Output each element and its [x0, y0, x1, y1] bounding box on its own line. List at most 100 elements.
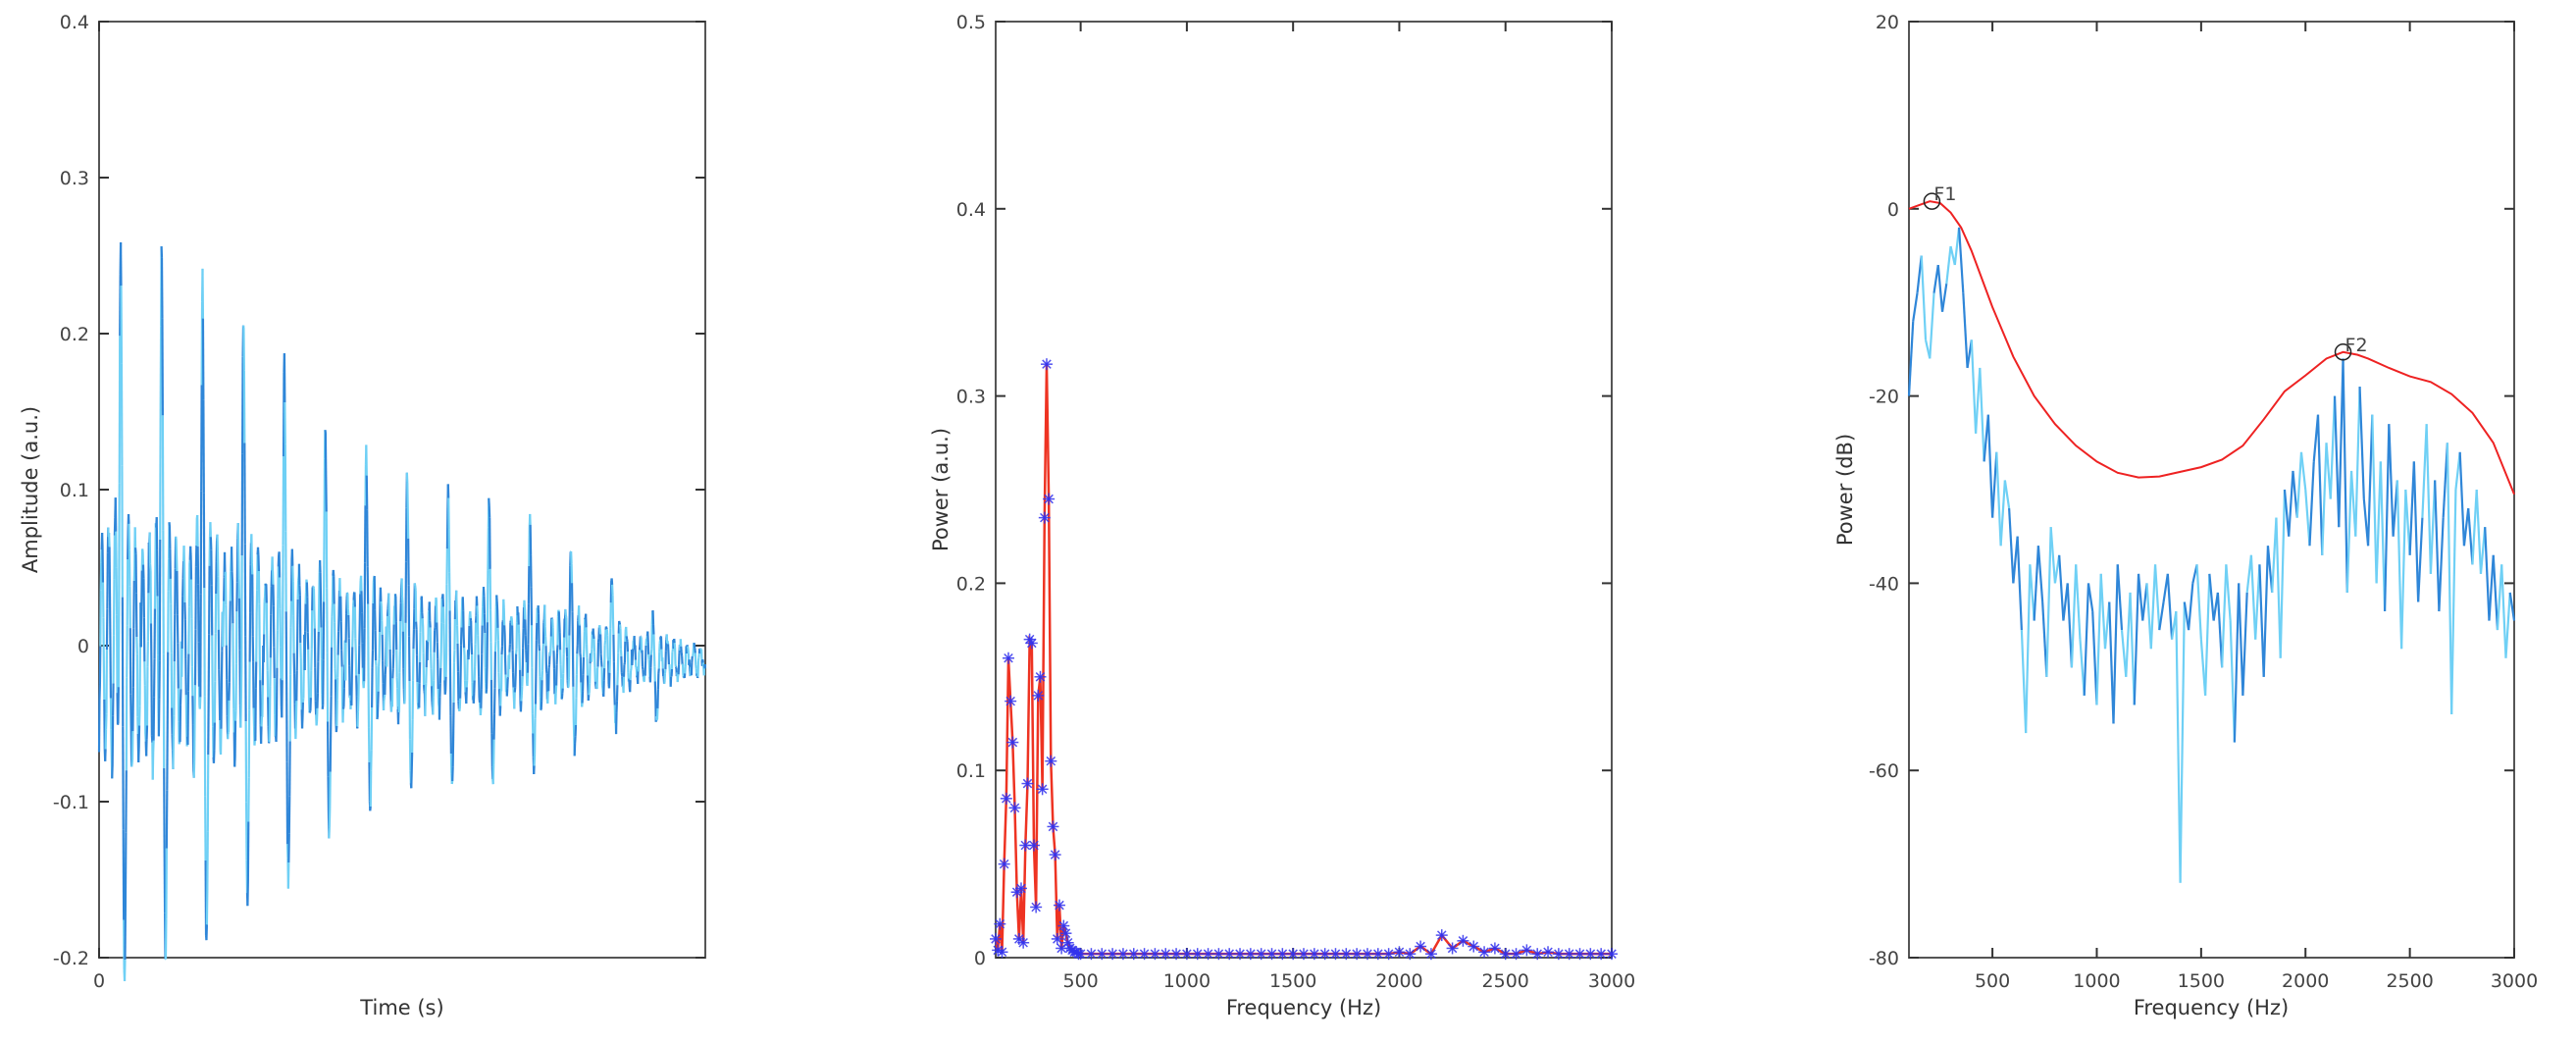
spectrum-segment — [2400, 489, 2407, 650]
spectrum-segment — [2279, 489, 2287, 658]
spectrum-segment — [2412, 461, 2420, 602]
spectrum-segment — [2083, 583, 2090, 696]
spectrum-segment — [1940, 283, 1948, 312]
spectrum-segment — [2404, 489, 2411, 555]
y-axis-label: Amplitude (a.u.) — [19, 406, 42, 573]
x-tick-label: 2500 — [1482, 970, 1529, 992]
spectrum-segment — [2249, 554, 2257, 640]
spectrum-segment — [2375, 461, 2382, 584]
asterisk-marker — [1021, 777, 1034, 790]
spectrum-segment — [1929, 292, 1935, 359]
spectrum-segment — [1945, 245, 1952, 285]
spectrum-segment — [2462, 507, 2470, 547]
asterisk-marker — [1008, 802, 1021, 814]
x-tick-label: 2000 — [1375, 970, 1422, 992]
spectrum-segment — [2371, 414, 2378, 584]
spectrum-segment — [2025, 564, 2032, 734]
spectrum-segment — [2417, 517, 2424, 602]
y-tick-label: 0.3 — [60, 168, 89, 189]
spectrum-segment — [2204, 573, 2211, 696]
asterisk-marker — [1014, 882, 1027, 895]
asterisk-marker — [1191, 948, 1204, 961]
envelope-line — [1908, 200, 2515, 496]
y-tick-label: 0.1 — [956, 760, 986, 782]
x-tick-label: 1000 — [1163, 970, 1211, 992]
asterisk-marker — [1415, 940, 1427, 953]
asterisk-marker — [1005, 695, 1017, 707]
asterisk-marker — [1025, 637, 1038, 650]
spectrum-segment — [2188, 583, 2194, 631]
spectrum-segment — [1907, 321, 1915, 396]
asterisk-marker — [1096, 948, 1108, 961]
y-tick-label: -0.2 — [53, 948, 89, 969]
plot-frame — [1908, 21, 2515, 959]
y-axis-label: Power (a.u.) — [929, 428, 953, 551]
spectrum-segment — [2029, 564, 2035, 621]
spectrum-segment — [2258, 564, 2265, 677]
asterisk-marker — [1552, 948, 1565, 961]
x-axis-label: Frequency (Hz) — [2134, 996, 2289, 1019]
asterisk-marker — [1047, 820, 1059, 833]
spectrum-segment — [2508, 592, 2516, 621]
spectrum-segment — [2070, 564, 2078, 668]
asterisk-marker — [1351, 948, 1364, 961]
asterisk-marker — [1371, 948, 1384, 961]
spectrum-segment — [2195, 564, 2202, 640]
spectrum-segment — [2275, 517, 2282, 658]
asterisk-marker — [1340, 948, 1353, 961]
spectrum-segment — [2488, 554, 2495, 621]
spectrum-segment — [2492, 554, 2499, 631]
spectrum-segment — [2292, 470, 2298, 518]
spectrum-segment — [2295, 451, 2303, 518]
spectrum-segment — [2208, 573, 2215, 621]
spectrum-segment — [1936, 264, 1944, 312]
asterisk-marker — [1287, 948, 1300, 961]
asterisk-marker — [990, 932, 1002, 945]
asterisk-marker — [1212, 948, 1225, 961]
spectrum-segment — [2304, 489, 2311, 547]
spectrum-segment — [2388, 424, 2395, 537]
x-tick-label: 500 — [1062, 970, 1098, 992]
spectrum-segment — [2125, 592, 2132, 677]
spectrum-segment — [2225, 564, 2232, 621]
waveform-plot: Amplitude (a.u.) Time (s) -0.2 -0.1 0 0.1 0.… — [19, 12, 707, 1019]
power-spectrum-plot: Power (a.u.) Frequency (Hz) 0 0.1 0.2 0.3 0.… — [929, 12, 1635, 1019]
spectrum-segment — [2116, 564, 2124, 631]
spectrum-segment — [2158, 601, 2165, 631]
spectrum-segment — [2321, 443, 2328, 555]
asterisk-marker — [1584, 948, 1597, 961]
spectrum-segment — [2141, 583, 2148, 621]
asterisk-marker — [1180, 948, 1193, 961]
asterisk-marker — [1085, 948, 1098, 961]
y-tick-label: 0.2 — [956, 573, 986, 595]
spectrum-segment — [2095, 573, 2102, 705]
spectrum-segment — [2008, 508, 2015, 584]
spectrum-segment — [2129, 592, 2136, 705]
spectrum-segment — [2099, 573, 2107, 650]
spectrum-segment — [2221, 564, 2228, 668]
y-tick-label: 20 — [1876, 12, 1899, 33]
asterisk-marker — [1424, 948, 1437, 961]
spectrum-segment — [2283, 489, 2291, 537]
x-tick-label: 3000 — [2491, 970, 2538, 992]
asterisk-marker — [1435, 929, 1448, 942]
x-axis-label: Time (s) — [359, 996, 443, 1019]
x-tick-label: 2500 — [2386, 970, 2433, 992]
spectrum-segment — [2036, 546, 2044, 602]
x-tick-label: 500 — [1975, 970, 2010, 992]
asterisk-marker — [998, 858, 1010, 870]
asterisk-marker — [994, 917, 1006, 930]
spectrum-segment — [2183, 601, 2190, 631]
spectrum-segment — [2112, 564, 2119, 724]
spectrum-segment — [2338, 358, 2344, 528]
asterisk-marker — [1542, 946, 1555, 959]
asterisk-marker — [996, 946, 1008, 959]
asterisk-marker — [1019, 839, 1032, 852]
spectrum-segment — [2233, 583, 2241, 743]
plot-frame — [98, 21, 706, 959]
asterisk-marker — [1170, 948, 1183, 961]
formant-marker — [2334, 343, 2352, 361]
spectrum-segment — [1920, 255, 1928, 340]
spectrum-segment — [2333, 395, 2341, 528]
asterisk-marker — [1298, 948, 1310, 961]
